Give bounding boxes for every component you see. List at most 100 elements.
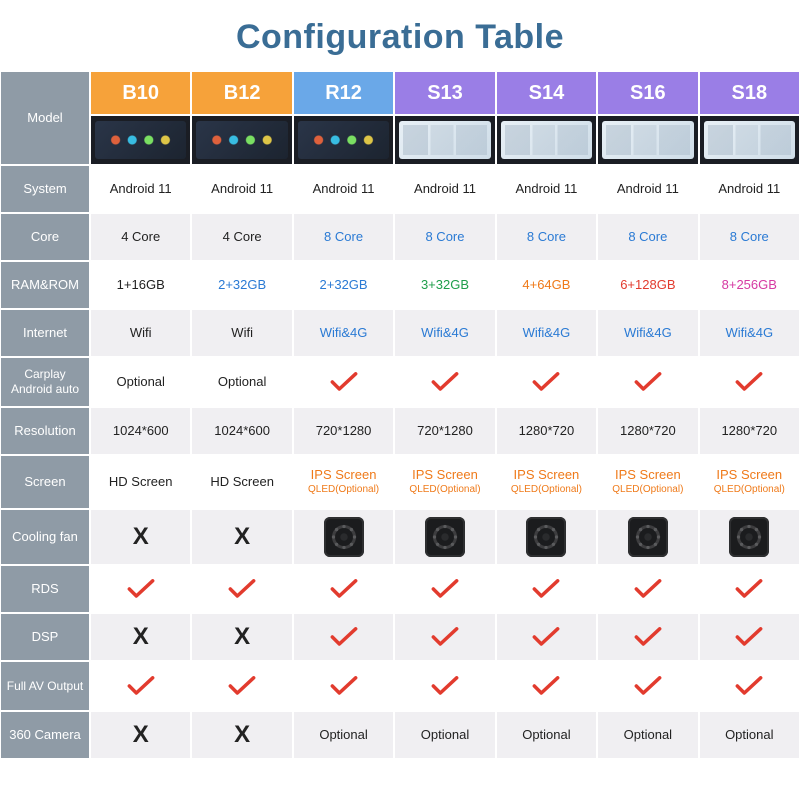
- cell-screen-S14: IPS ScreenQLED(Optional): [496, 455, 597, 509]
- cell-system-S14: Android 11: [496, 165, 597, 213]
- check-icon: [532, 578, 560, 600]
- cell-screen-B12: HD Screen: [191, 455, 292, 509]
- cell-internet-B10: Wifi: [90, 309, 191, 357]
- cell-resolution-R12: 720*1280: [293, 407, 394, 455]
- cell-internet-B12: Wifi: [191, 309, 292, 357]
- check-icon: [431, 675, 459, 697]
- row-label-system: System: [0, 165, 90, 213]
- row-label-core: Core: [0, 213, 90, 261]
- cell-model-S16: S16: [597, 71, 698, 115]
- cell-system-S16: Android 11: [597, 165, 698, 213]
- cell-core-S16: 8 Core: [597, 213, 698, 261]
- cell-system-R12: Android 11: [293, 165, 394, 213]
- cell-av-S14: [496, 661, 597, 711]
- cell-resolution-B10: 1024*600: [90, 407, 191, 455]
- check-icon: [532, 626, 560, 648]
- cell-rds-S16: [597, 565, 698, 613]
- x-icon: X: [234, 720, 250, 750]
- cell-resolution-S18: 1280*720: [699, 407, 800, 455]
- check-icon: [735, 371, 763, 393]
- page-title: Configuration Table: [0, 0, 800, 71]
- product-image-B12: [196, 121, 287, 159]
- cell-cam-B12: X: [191, 711, 292, 759]
- check-icon: [127, 578, 155, 600]
- cell-rds-B12: [191, 565, 292, 613]
- cell-fan-S13: [394, 509, 495, 565]
- cell-dsp-S13: [394, 613, 495, 661]
- fan-icon: [729, 517, 769, 557]
- row-label-av: Full AV Output: [0, 661, 90, 711]
- row-label-cam: 360 Camera: [0, 711, 90, 759]
- cell-core-B10: 4 Core: [90, 213, 191, 261]
- cell-screen-B10: HD Screen: [90, 455, 191, 509]
- cell-av-S18: [699, 661, 800, 711]
- check-icon: [330, 578, 358, 600]
- cell-screen-S13: IPS ScreenQLED(Optional): [394, 455, 495, 509]
- cell-ramrom-B10: 1+16GB: [90, 261, 191, 309]
- cell-dsp-S16: [597, 613, 698, 661]
- check-icon: [127, 675, 155, 697]
- cell-screen-S18: IPS ScreenQLED(Optional): [699, 455, 800, 509]
- cell-img-S14: [496, 115, 597, 165]
- cell-img-S13: [394, 115, 495, 165]
- cell-carplay-S18: [699, 357, 800, 407]
- cell-model-R12: R12: [293, 71, 394, 115]
- cell-carplay-S13: [394, 357, 495, 407]
- check-icon: [634, 675, 662, 697]
- check-icon: [735, 578, 763, 600]
- check-icon: [634, 371, 662, 393]
- cell-model-S13: S13: [394, 71, 495, 115]
- x-icon: X: [133, 622, 149, 652]
- cell-internet-S13: Wifi&4G: [394, 309, 495, 357]
- cell-system-B10: Android 11: [90, 165, 191, 213]
- cell-internet-S14: Wifi&4G: [496, 309, 597, 357]
- cell-screen-S16: IPS ScreenQLED(Optional): [597, 455, 698, 509]
- cell-core-S18: 8 Core: [699, 213, 800, 261]
- row-label-rds: RDS: [0, 565, 90, 613]
- cell-dsp-B12: X: [191, 613, 292, 661]
- cell-fan-B12: X: [191, 509, 292, 565]
- cell-img-B10: [90, 115, 191, 165]
- check-icon: [735, 626, 763, 648]
- cell-ramrom-S16: 6+128GB: [597, 261, 698, 309]
- check-icon: [228, 578, 256, 600]
- cell-model-B10: B10: [90, 71, 191, 115]
- fan-icon: [526, 517, 566, 557]
- x-icon: X: [133, 720, 149, 750]
- check-icon: [330, 626, 358, 648]
- cell-ramrom-B12: 2+32GB: [191, 261, 292, 309]
- check-icon: [431, 626, 459, 648]
- cell-system-S18: Android 11: [699, 165, 800, 213]
- cell-core-S14: 8 Core: [496, 213, 597, 261]
- cell-model-S14: S14: [496, 71, 597, 115]
- cell-internet-S16: Wifi&4G: [597, 309, 698, 357]
- cell-rds-R12: [293, 565, 394, 613]
- cell-av-B12: [191, 661, 292, 711]
- cell-internet-S18: Wifi&4G: [699, 309, 800, 357]
- cell-model-B12: B12: [191, 71, 292, 115]
- product-image-S13: [399, 121, 490, 159]
- cell-ramrom-S14: 4+64GB: [496, 261, 597, 309]
- cell-rds-S14: [496, 565, 597, 613]
- cell-img-R12: [293, 115, 394, 165]
- cell-rds-B10: [90, 565, 191, 613]
- cell-cam-B10: X: [90, 711, 191, 759]
- cell-core-R12: 8 Core: [293, 213, 394, 261]
- check-icon: [532, 371, 560, 393]
- check-icon: [330, 371, 358, 393]
- cell-carplay-S16: [597, 357, 698, 407]
- cell-core-B12: 4 Core: [191, 213, 292, 261]
- cell-cam-S18: Optional: [699, 711, 800, 759]
- config-table: ModelB10B12R12S13S14S16S18SystemAndroid …: [0, 71, 800, 759]
- cell-carplay-B12: Optional: [191, 357, 292, 407]
- check-icon: [228, 675, 256, 697]
- cell-img-S16: [597, 115, 698, 165]
- cell-core-S13: 8 Core: [394, 213, 495, 261]
- row-label-dsp: DSP: [0, 613, 90, 661]
- cell-fan-B10: X: [90, 509, 191, 565]
- check-icon: [634, 578, 662, 600]
- product-image-S16: [602, 121, 693, 159]
- cell-ramrom-R12: 2+32GB: [293, 261, 394, 309]
- check-icon: [532, 675, 560, 697]
- cell-dsp-R12: [293, 613, 394, 661]
